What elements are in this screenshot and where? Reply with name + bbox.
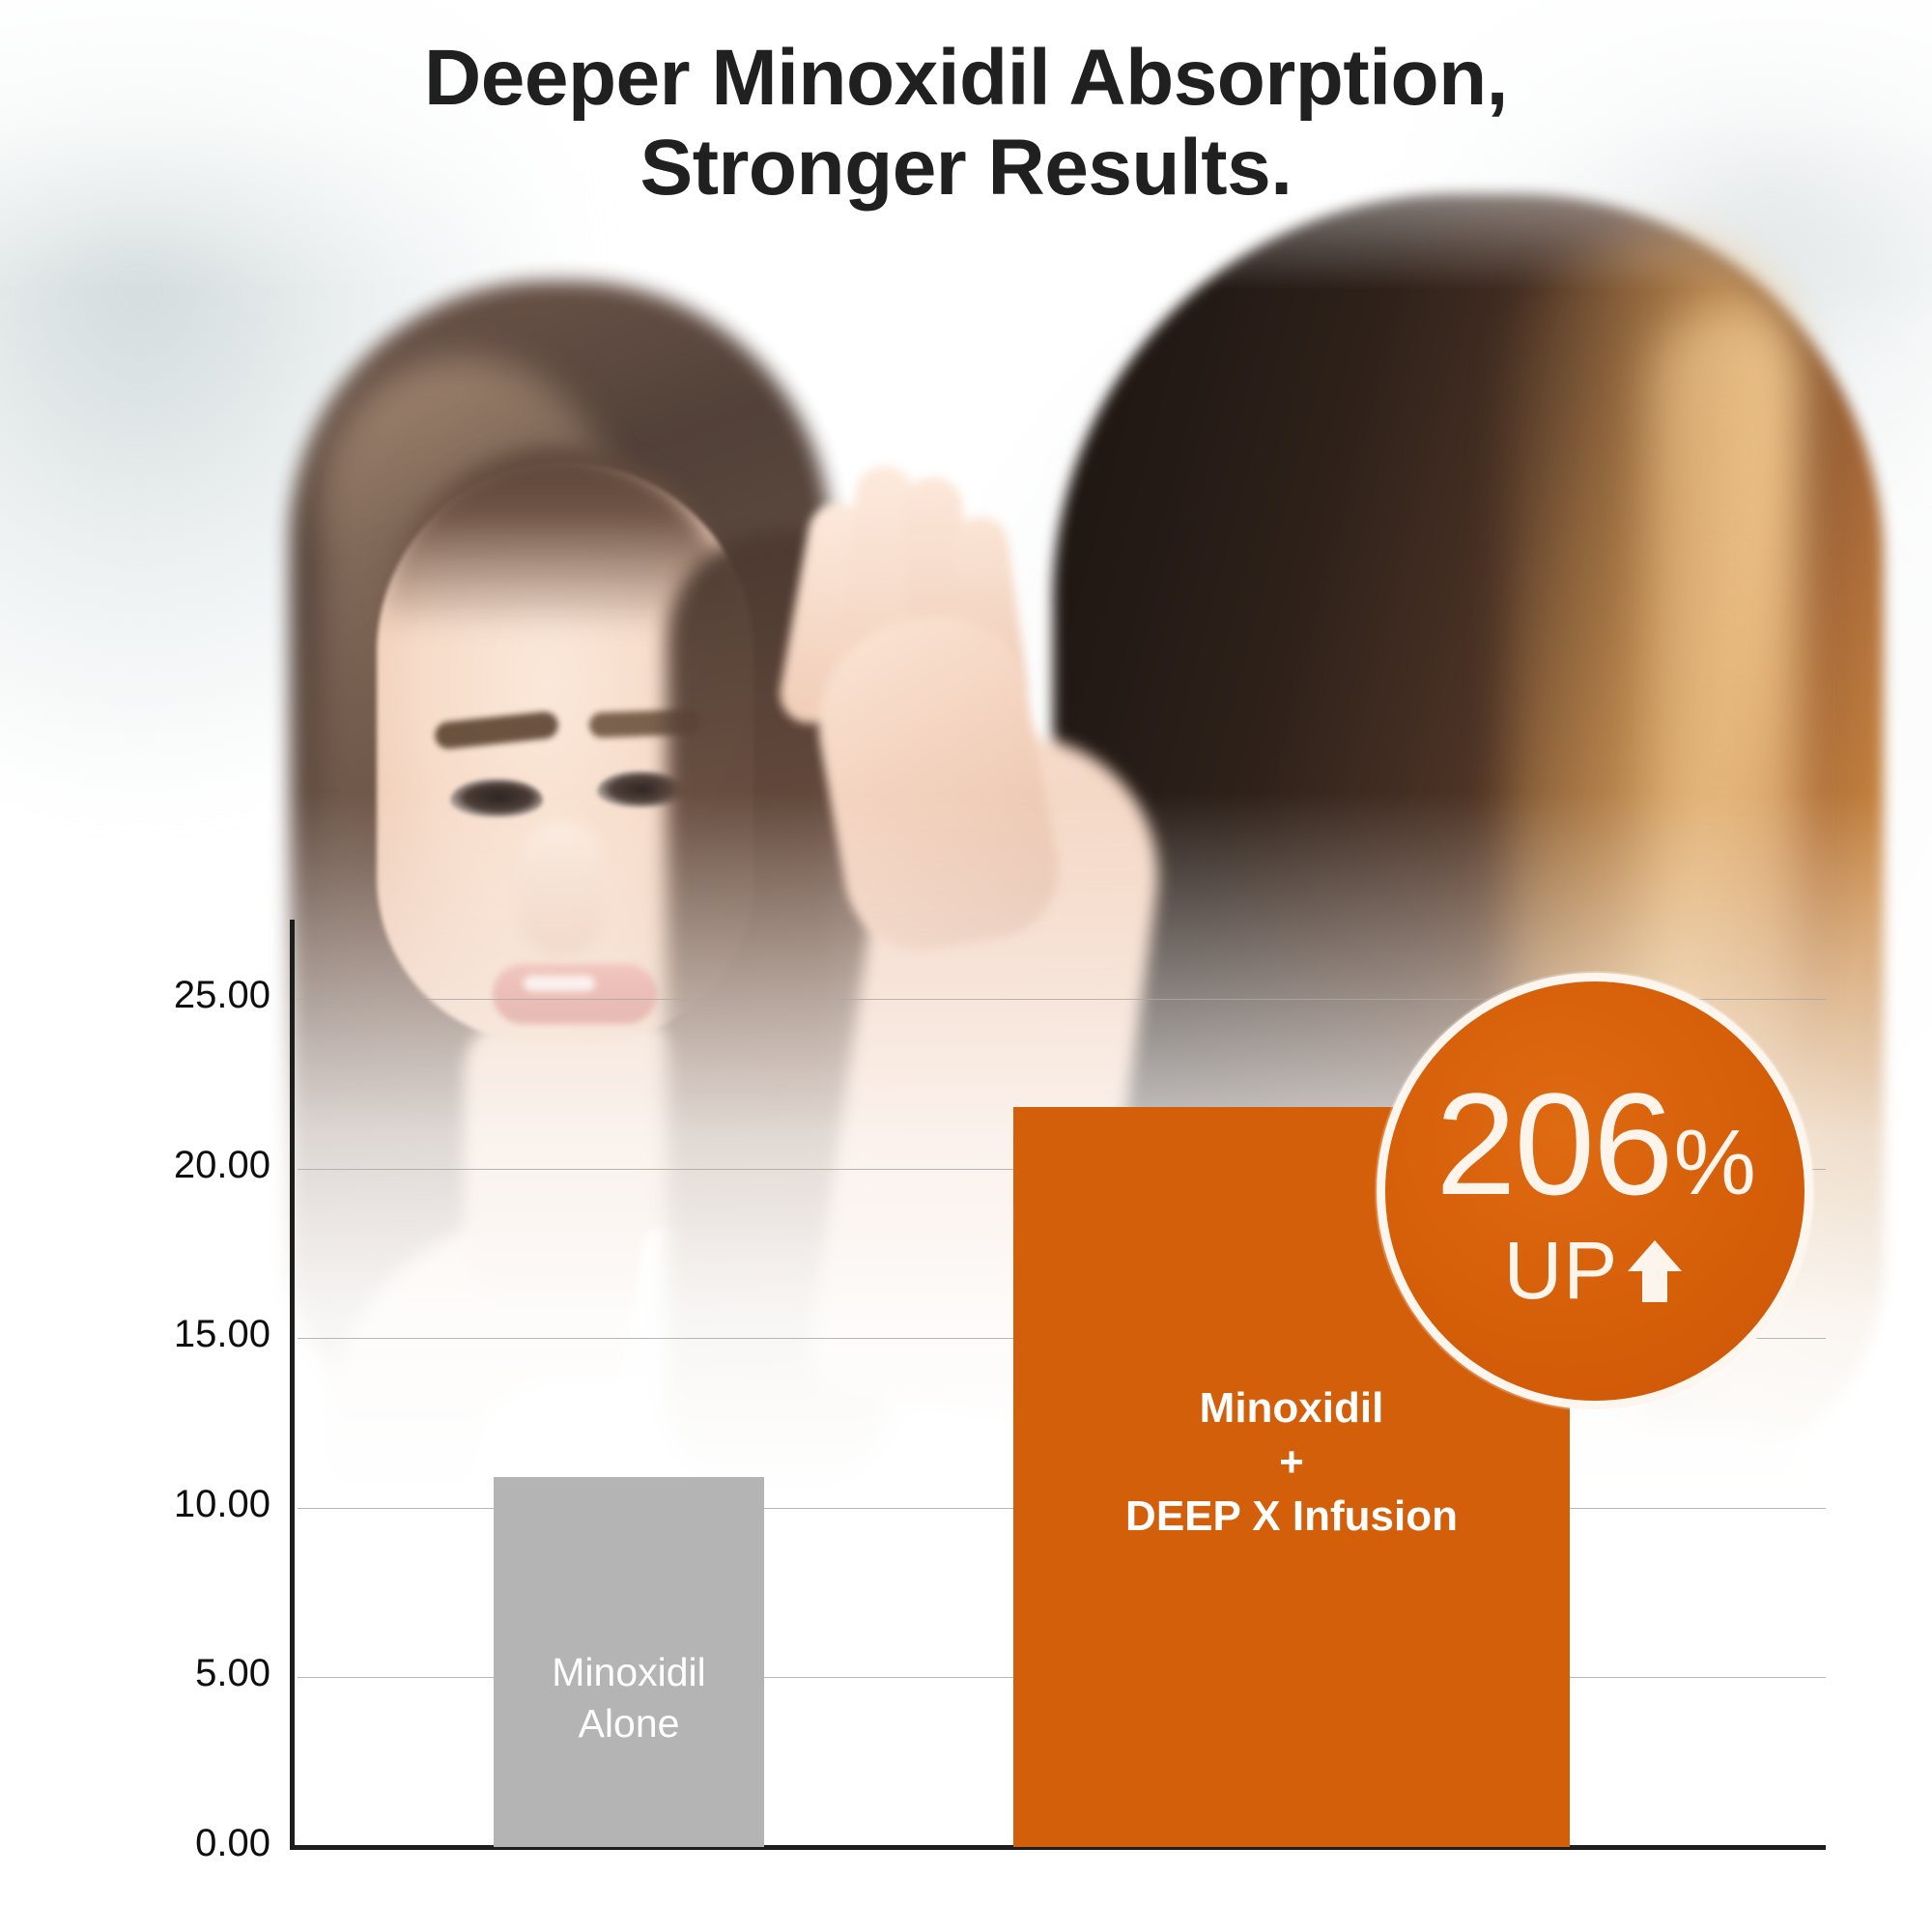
x-axis-line	[290, 1845, 1826, 1850]
bar-label-line: +	[1279, 1437, 1304, 1486]
photo-fade-top	[0, 0, 1932, 290]
bar-label: Minoxidil + DEEP X Infusion	[1112, 1381, 1471, 1545]
badge-value: 206	[1435, 1063, 1673, 1225]
bar-minoxidil-alone[interactable]: Minoxidil Alone	[494, 1477, 764, 1847]
bar-label-line: Minoxidil	[1199, 1383, 1384, 1432]
arrow-up-icon	[1624, 1236, 1686, 1304]
badge-caption-row: UP	[1504, 1230, 1687, 1311]
y-axis-tick: 15.00	[173, 1313, 270, 1356]
bar-label: Minoxidil Alone	[538, 1647, 720, 1748]
badge-value-row: 206 %	[1435, 1063, 1756, 1225]
headline-line-2: Stronger Results.	[639, 124, 1293, 213]
headline-line-1: Deeper Minoxidil Absorption,	[424, 34, 1508, 122]
badge-caption: UP	[1503, 1225, 1619, 1316]
y-axis-tick: 20.00	[173, 1143, 270, 1186]
gridline	[298, 999, 1826, 1000]
y-axis-tick: 25.00	[173, 974, 270, 1016]
badge-percent-sign: %	[1673, 1111, 1755, 1214]
y-axis-line	[290, 920, 295, 1850]
status-badge[interactable]: 206 % UP	[1377, 973, 1813, 1409]
bar-label-line: Minoxidil	[552, 1650, 706, 1695]
bar-label-line: DEEP X Infusion	[1125, 1492, 1458, 1541]
bar-label-line: Alone	[578, 1700, 680, 1746]
y-axis-tick: 5.00	[195, 1652, 270, 1695]
y-axis-tick: 10.00	[173, 1482, 270, 1525]
page-title: Deeper Minoxidil Absorption, Stronger Re…	[0, 33, 1932, 213]
y-axis-tick: 0.00	[195, 1822, 270, 1864]
